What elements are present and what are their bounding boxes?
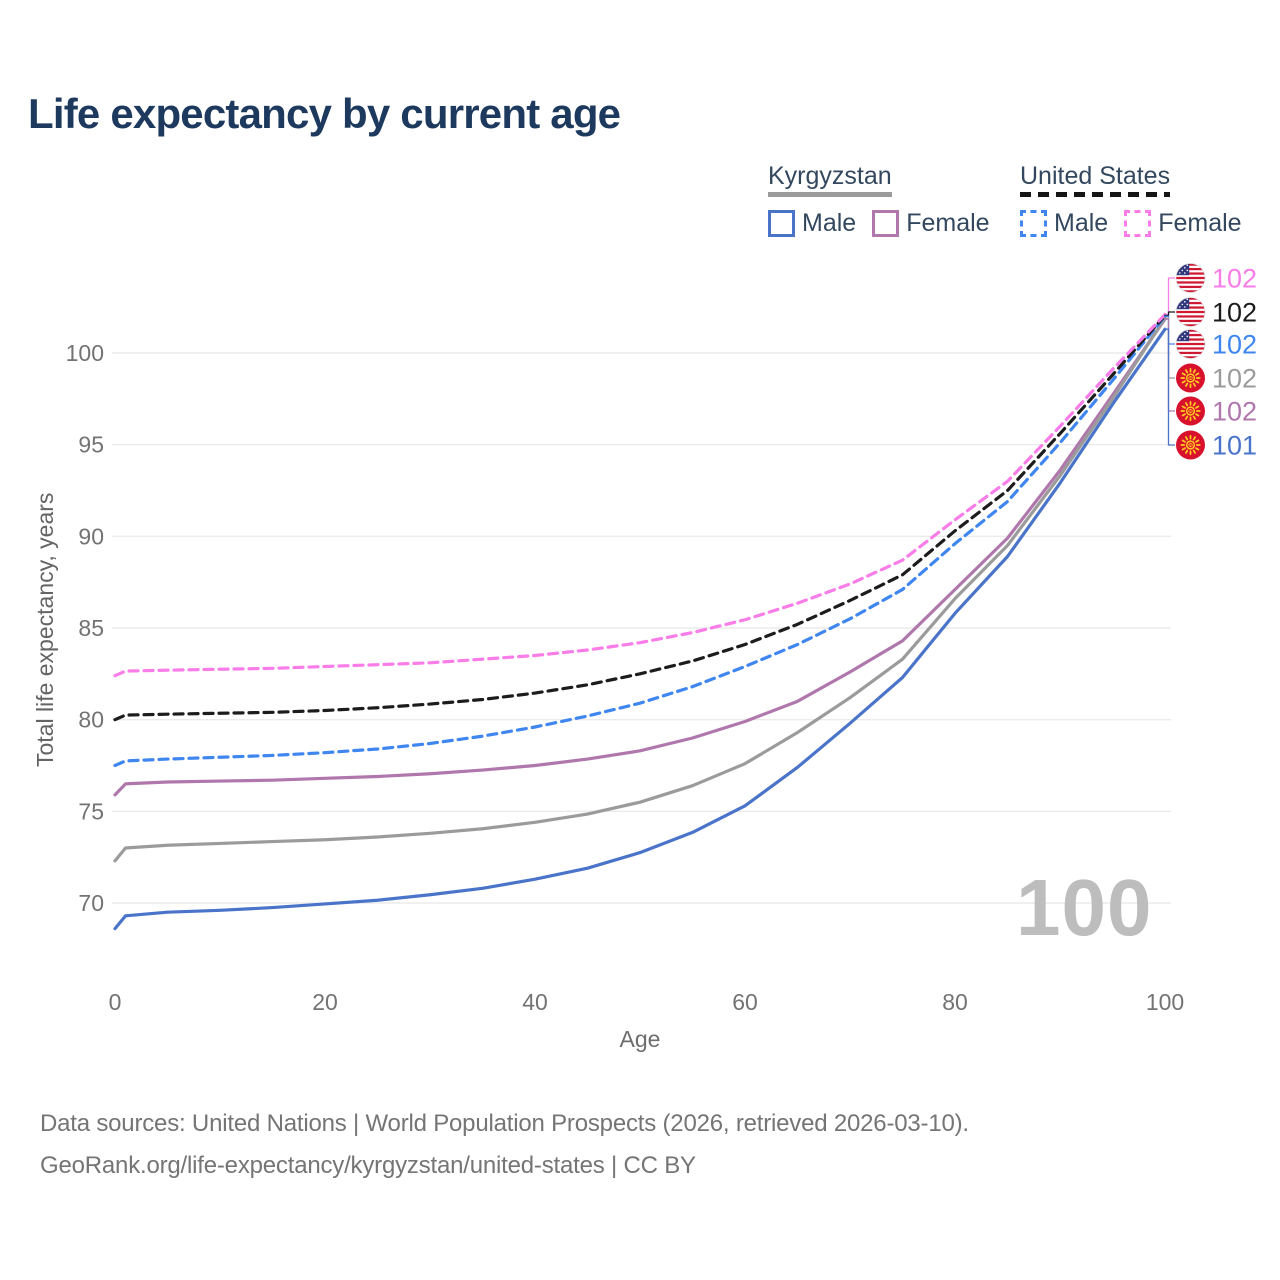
end-value-label: 101 [1212,431,1257,461]
y-tick-label: 75 [78,798,104,824]
attribution-note: GeoRank.org/life-expectancy/kyrgyzstan/u… [40,1152,696,1179]
end-leader-line [1164,277,1175,316]
kyrgyzstan-line-style-swatch [768,192,892,197]
y-axis-title: Total life expectancy, years [32,492,58,768]
end-value-label: 102 [1212,298,1257,328]
end-value-label: 102 [1212,330,1257,360]
legend-label-kyrgyzstan-male[interactable]: Male [802,209,857,237]
page-title: Life expectancy by current age [28,90,621,137]
kyrgyzstan-flag-icon [1176,396,1205,426]
legend-swatch-kyrgyzstan-female[interactable] [872,210,900,237]
y-tick-label: 95 [78,432,104,458]
united-states-flag-icon [1175,297,1206,327]
kyrgyzstan-flag-icon [1176,430,1205,460]
x-tick-label: 40 [522,989,548,1015]
legend-swatch-united-states-male[interactable] [1020,210,1047,237]
end-leader-line [1164,318,1175,412]
end-value-label: 102 [1212,364,1257,394]
united-states-line-style-swatch [1020,192,1171,197]
series-line [113,317,1167,797]
series-line [113,314,1167,768]
end-value-label: 102 [1212,264,1257,294]
series-line [113,312,1167,678]
end-leader-line [1164,328,1175,446]
end-leader-line [1164,311,1175,317]
x-tick-label: 80 [942,989,968,1015]
series-line [113,313,1167,722]
legend-label-united-states-male[interactable]: Male [1054,209,1109,237]
legend-title-kyrgyzstan[interactable]: Kyrgyzstan [768,162,892,200]
y-tick-label: 90 [78,523,104,549]
legend-swatch-kyrgyzstan-male[interactable] [768,210,795,237]
kyrgyzstan-flag-icon [1176,363,1205,393]
united-states-flag-icon [1175,263,1206,293]
legend-title-united-states-label: United States [1020,162,1171,190]
legend-label-united-states-female[interactable]: Female [1158,209,1242,237]
series-line [113,327,1167,931]
legend-label-kyrgyzstan-female[interactable]: Female [906,209,990,237]
legend-group-united-states: United States Male Female [1020,162,1258,238]
end-leader-line [1164,317,1175,379]
x-tick-label: 20 [312,989,338,1015]
x-tick-label: 100 [1146,989,1184,1015]
x-axis-title: Age [619,1026,661,1052]
legend-swatch-united-states-female[interactable] [1124,210,1152,237]
end-value-label: 102 [1212,397,1257,427]
series-line [113,316,1167,863]
x-tick-label: 0 [109,989,122,1015]
legend-title-united-states[interactable]: United States [1020,162,1171,200]
x-tick-label: 60 [732,989,758,1015]
y-tick-label: 80 [78,707,104,733]
current-age-watermark: 100 [1016,863,1153,952]
united-states-flag-icon [1175,329,1206,359]
y-tick-label: 85 [78,615,104,641]
data-sources-note: Data sources: United Nations | World Pop… [40,1110,969,1137]
y-tick-label: 100 [66,340,104,366]
legend-title-kyrgyzstan-label: Kyrgyzstan [768,162,892,190]
y-tick-label: 70 [78,890,104,916]
legend-group-kyrgyzstan: Kyrgyzstan Male Female [768,162,1006,238]
